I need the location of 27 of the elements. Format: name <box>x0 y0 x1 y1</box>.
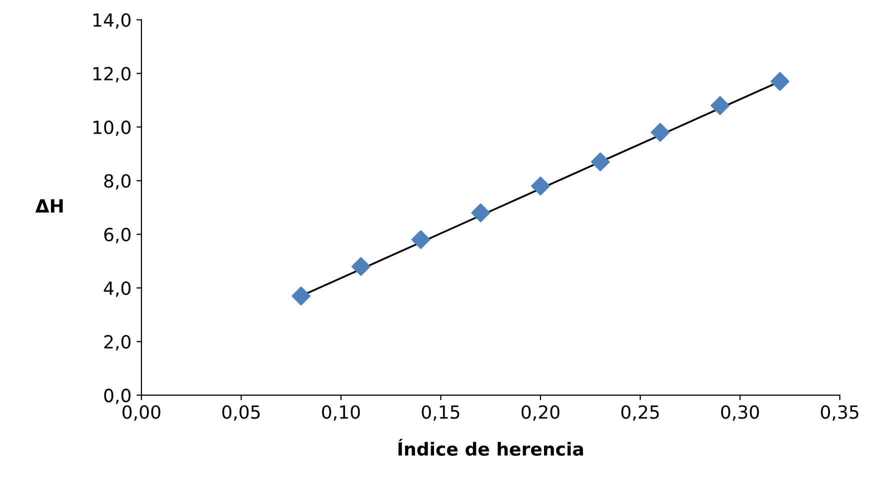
point <box>411 230 430 250</box>
point <box>770 72 790 91</box>
y-tick-label: 0,0 <box>104 388 131 404</box>
y-tick-label: 10,0 <box>94 120 131 136</box>
y-tick-label: 14,0 <box>94 13 131 29</box>
x-axis-title: Índice de herencia <box>398 438 583 456</box>
x-tick-label: 0,10 <box>322 405 360 421</box>
point <box>650 122 670 142</box>
point <box>531 176 550 196</box>
y-tick-label: 2,0 <box>104 335 131 351</box>
x-tick-label: 0,35 <box>820 405 858 421</box>
x-tick-label: 0,20 <box>522 405 560 421</box>
y-tick-label: 6,0 <box>104 228 131 244</box>
y-tick-label: 4,0 <box>104 281 131 297</box>
y-tick-label: 12,0 <box>94 66 131 82</box>
x-tick-label: 0,25 <box>621 405 659 421</box>
point <box>710 96 730 116</box>
x-tick-label: 0,15 <box>422 405 460 421</box>
x-tick-label: 0,05 <box>222 405 260 421</box>
point <box>351 257 370 276</box>
point <box>292 286 311 306</box>
point <box>590 152 610 172</box>
y-axis-title: ΔH <box>35 199 63 212</box>
x-tick-label: 0,00 <box>122 405 160 421</box>
y-tick-label: 8,0 <box>104 174 131 190</box>
point <box>471 203 490 222</box>
x-tick-label: 0,30 <box>721 405 759 421</box>
